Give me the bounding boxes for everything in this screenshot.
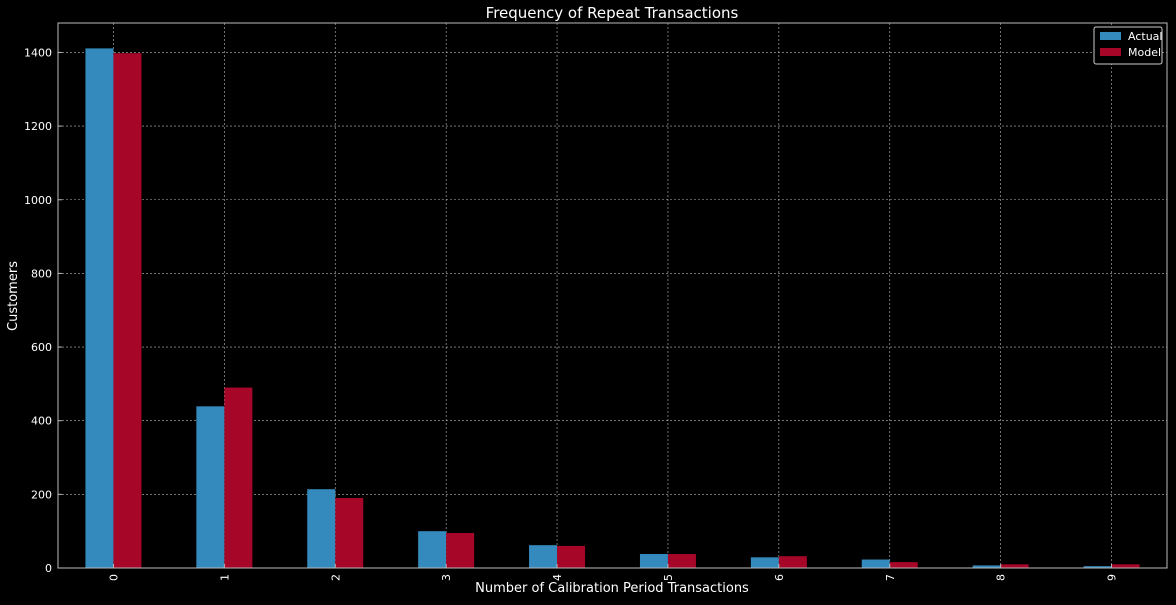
bar-model-5 <box>667 554 696 568</box>
grid-lines <box>58 23 1167 568</box>
y-tick-label: 400 <box>31 415 52 428</box>
bar-model-4 <box>557 545 586 568</box>
plot-area-frame <box>57 22 1168 569</box>
x-tick-label: 8 <box>995 574 1008 581</box>
y-tick-label: 1000 <box>24 194 52 207</box>
bar-actual-9 <box>1083 566 1112 568</box>
y-tick-label: 200 <box>31 488 52 501</box>
bar-model-1 <box>224 387 253 568</box>
legend: Actual Model <box>1093 26 1163 65</box>
bar-actual-0 <box>85 48 114 568</box>
bar-model-2 <box>335 498 364 568</box>
x-tick-label: 0 <box>107 574 120 581</box>
bar-model-6 <box>778 556 807 568</box>
legend-label-actual: Actual <box>1128 30 1162 43</box>
bar-model-3 <box>446 533 475 568</box>
y-axis-ticks: 0 200 400 600 800 1000 1200 1400 <box>24 46 62 575</box>
x-tick-label: 7 <box>884 574 897 581</box>
bar-model-7 <box>889 562 918 568</box>
y-tick-label: 600 <box>31 341 52 354</box>
bar-actual-2 <box>307 489 336 568</box>
x-axis-ticks: 0 1 2 3 4 5 6 7 8 9 <box>107 564 1119 581</box>
bar-actual-1 <box>196 406 225 568</box>
y-tick-label: 0 <box>45 562 52 575</box>
chart-title: Frequency of Repeat Transactions <box>486 4 739 22</box>
x-tick-label: 1 <box>218 574 231 581</box>
legend-swatch-model <box>1100 48 1121 56</box>
bar-actual-4 <box>529 545 558 568</box>
x-tick-label: 3 <box>440 574 453 581</box>
bar-actual-3 <box>418 531 447 568</box>
x-tick-label: 5 <box>662 574 675 581</box>
y-axis-label: Customers <box>6 261 21 331</box>
bar-model-8 <box>1000 564 1029 568</box>
legend-swatch-actual <box>1100 32 1121 40</box>
legend-label-model: Model <box>1128 46 1161 59</box>
x-tick-label: 9 <box>1106 574 1119 581</box>
bar-actual-5 <box>639 554 668 568</box>
y-tick-label: 1200 <box>24 120 52 133</box>
x-axis-label: Number of Calibration Period Transaction… <box>475 581 749 596</box>
x-tick-label: 4 <box>551 574 564 581</box>
bars <box>85 48 1140 569</box>
bar-actual-6 <box>750 557 779 568</box>
x-tick-label: 6 <box>773 574 786 581</box>
y-tick-label: 1400 <box>24 46 52 59</box>
bar-model-0 <box>113 53 142 569</box>
bar-actual-8 <box>972 565 1001 568</box>
y-tick-label: 800 <box>31 267 52 280</box>
x-tick-label: 2 <box>329 574 342 581</box>
bar-model-9 <box>1111 564 1140 568</box>
bar-actual-7 <box>861 559 890 568</box>
